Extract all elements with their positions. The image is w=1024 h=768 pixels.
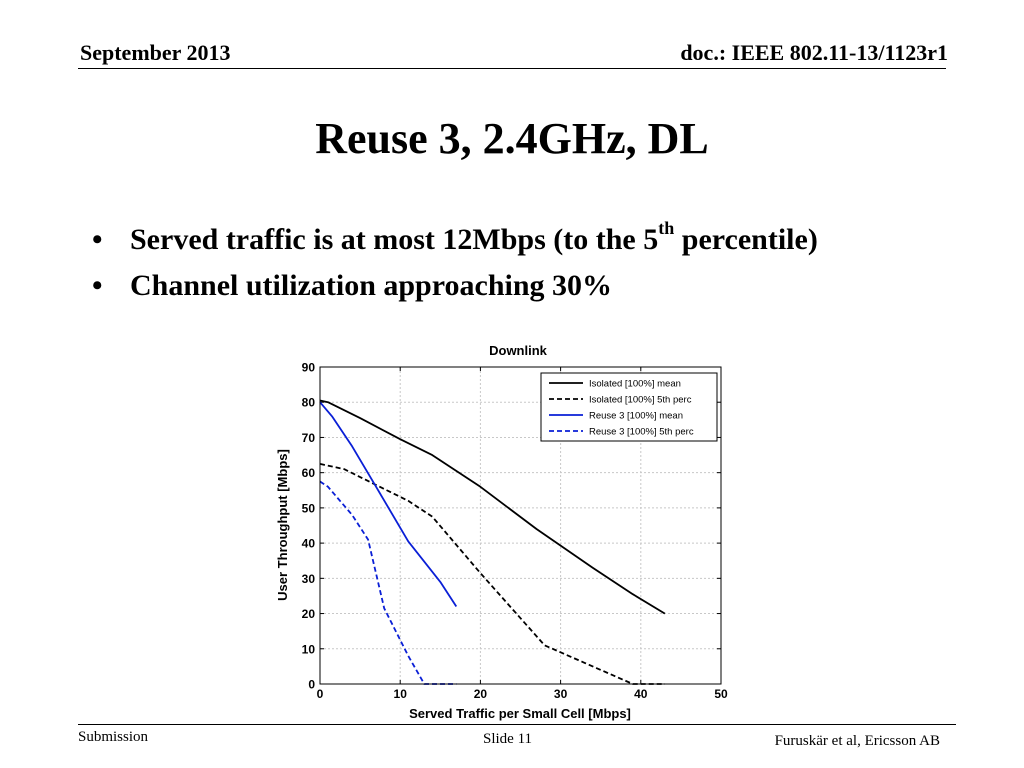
bullet-superscript: th [658,218,675,238]
chart-y-axis-label: User Throughput [Mbps] [275,449,290,601]
slide-title: Reuse 3, 2.4GHz, DL [315,114,709,163]
chart-y-tick-label: 30 [302,572,316,586]
chart-x-tick-label: 30 [554,687,568,701]
bullet-list: • Served traffic is at most 12Mbps (to th… [92,218,818,312]
footer-submission: Submission [78,729,149,745]
chart-y-tick-label: 50 [302,501,316,515]
chart-legend: Isolated [100%] mean Isolated [100%] 5th … [540,372,718,442]
chart-plot-frame [319,366,722,685]
chart-legend-label: Reuse 3 [100%] mean [589,411,683,422]
chart-x-axis-label: Served Traffic per Small Cell [Mbps] [409,706,631,721]
chart-legend-box [540,372,718,442]
chart-legend-label: Reuse 3 [100%] 5th perc [589,427,694,438]
chart-legend-label: Isolated [100%] 5th perc [589,395,692,406]
chart-series [319,399,666,685]
bullet-tail: percentile) [674,223,818,256]
chart-x-tick-label: 50 [714,687,728,701]
chart-title: Downlink [489,343,548,358]
chart-grid [320,367,721,684]
header-doc-id: doc.: IEEE 802.11-13/1123r1 [680,40,948,65]
chart-y-tick-label: 80 [302,396,316,410]
chart-series-line-4 [319,480,457,685]
chart-y-tick-label: 90 [302,361,316,375]
chart-x-tick-label: 10 [394,687,408,701]
chart-series-line-1 [319,399,666,615]
bullet-text: Channel utilization approaching 30% [130,269,613,302]
footer-rule [78,724,956,725]
bullet-item: • Channel utilization approaching 30% [92,266,818,312]
chart-x-tick-label: 20 [474,687,488,701]
footer-slide-number: Slide 11 [483,731,533,747]
bullet-icon: • [92,269,103,302]
chart-y-tick-label: 0 [308,678,315,692]
chart-y-tick-label: 10 [302,642,316,656]
chart-x-tick-label: 0 [317,687,324,701]
chart-legend-label: Isolated [100%] mean [589,379,681,390]
chart-y-tick-label: 60 [302,466,316,480]
bullet-icon: • [92,223,103,256]
bullet-item: • Served traffic is at most 12Mbps (to th… [92,218,818,266]
chart-y-tick-label: 40 [302,537,316,551]
chart-y-tick-label: 70 [302,431,316,445]
header-date: September 2013 [80,40,231,65]
chart-series-line-3 [319,401,458,607]
footer-authors: Furuskär et al, Ericsson AB [774,733,940,749]
bullet-text: Served traffic is at most 12Mbps (to the… [130,223,659,256]
chart-series-line-2 [319,463,665,685]
chart-x-tick-label: 40 [634,687,648,701]
chart-ticks: 0 10 20 30 40 50 60 70 80 90 0 10 20 30 40 50 [302,361,728,702]
header-rule [78,68,946,69]
chart-y-tick-label: 20 [302,607,316,621]
